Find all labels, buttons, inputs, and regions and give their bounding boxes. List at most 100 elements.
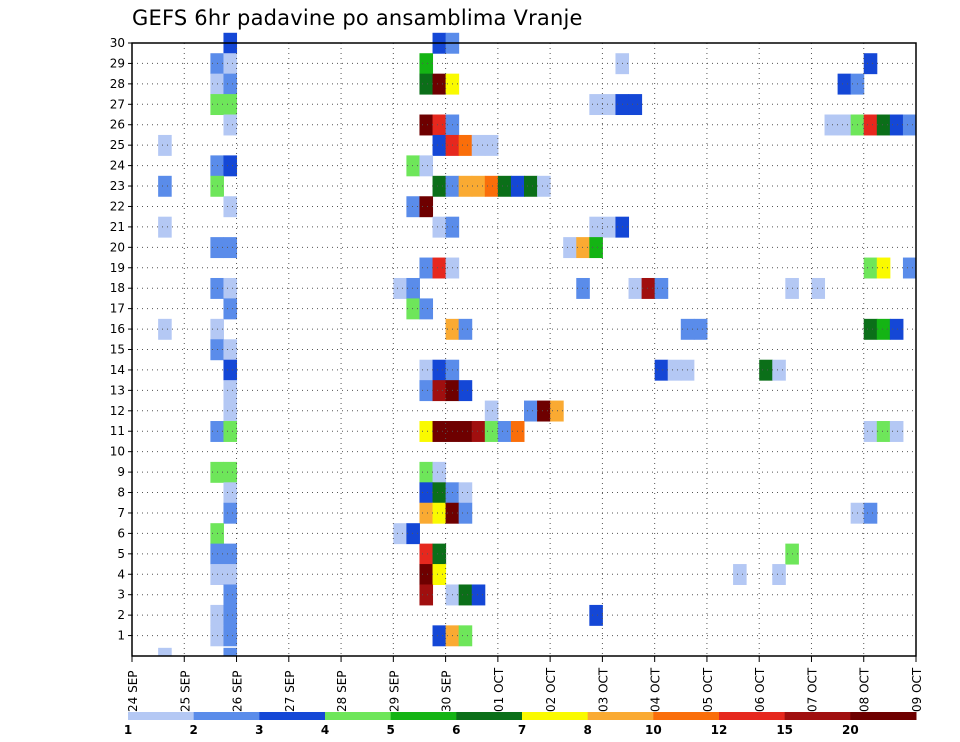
cell-member-25-step-2 (158, 134, 172, 156)
cell-member-28-step-23 (432, 73, 447, 95)
cell-member-19-step-22 (419, 257, 434, 279)
cell-member-20-step-33 (563, 237, 577, 259)
cell-member-26-step-22 (419, 114, 434, 136)
y-tick-label: 15 (110, 343, 125, 357)
cell-member-16-step-58 (889, 318, 904, 340)
cell-member-23-step-2 (158, 175, 172, 197)
colorbar-label: 12 (711, 723, 728, 737)
cell-member-26-step-58 (889, 114, 904, 136)
x-tick-label: 01 OCT (492, 667, 506, 712)
cell-member-27-step-36 (602, 94, 616, 116)
cell-member-21-step-23 (432, 216, 447, 238)
y-tick-label: 23 (110, 179, 125, 193)
y-tick-label: 24 (110, 159, 125, 173)
cell-member-16-step-43 (693, 318, 708, 340)
x-tick-label: 25 SEP (178, 670, 192, 712)
cell-member-14-step-7 (223, 359, 238, 381)
cell-member-3-step-26 (471, 584, 486, 606)
cell-member-23-step-23 (432, 175, 447, 197)
colorbar-label: 5 (386, 723, 394, 737)
cell-member-4-step-22 (419, 564, 434, 585)
cell-member-16-step-57 (876, 318, 891, 340)
y-tick-label: 2 (117, 608, 125, 622)
y-tick-label: 6 (117, 526, 125, 540)
cell-member-0.6-step-2 (158, 647, 172, 657)
colorbar-swatch (193, 712, 260, 720)
cell-member-18-step-38 (628, 277, 643, 299)
colorbar-label: 7 (518, 723, 526, 737)
cell-member-14-step-41 (667, 359, 682, 381)
cell-member-29-step-56 (863, 53, 878, 75)
colorbar-label: 8 (583, 723, 591, 737)
y-tick-label: 19 (110, 261, 125, 275)
cell-member-27-step-38 (628, 94, 643, 116)
y-tick-label: 29 (110, 56, 125, 70)
cell-member-6-step-21 (406, 523, 420, 545)
cell-member-22-step-7 (223, 196, 238, 218)
colorbar-label: 6 (452, 723, 460, 737)
colorbar-swatch (587, 712, 654, 720)
cell-member-7-step-7 (223, 502, 238, 524)
colorbar-label: 2 (189, 723, 197, 737)
cell-member-5-step-22 (419, 543, 434, 565)
x-tick-label: 02 OCT (544, 667, 558, 712)
y-tick-label: 18 (110, 281, 125, 295)
colorbar-swatch (719, 712, 786, 720)
cell-member-23-step-27 (484, 175, 499, 197)
cell-member-14-step-23 (432, 359, 447, 381)
cell-member-14-step-40 (654, 359, 669, 381)
cell-member-11-step-27 (484, 421, 499, 442)
cell-member-12-step-30 (524, 400, 538, 422)
cell-member-11-step-56 (863, 421, 878, 442)
cell-member-7-step-25 (458, 502, 473, 524)
cell-member-11-step-7 (223, 421, 238, 442)
cell-member-3-step-22 (419, 584, 434, 606)
cell-member-2-step-7 (223, 604, 238, 626)
cell-member-18-step-40 (654, 277, 669, 299)
cell-member-11-step-26 (471, 421, 486, 442)
colorbar-swatch (850, 712, 917, 720)
colorbar-swatch (325, 712, 392, 720)
y-tick-label: 5 (117, 547, 125, 561)
y-tick-label: 27 (110, 97, 125, 111)
x-tick-label: 26 SEP (231, 670, 245, 712)
cell-member-13-step-23 (432, 380, 447, 402)
cell-member-16-step-25 (458, 318, 473, 340)
cell-member-14-step-48 (759, 359, 773, 381)
y-tick-label: 13 (110, 383, 125, 397)
y-tick-label: 9 (117, 465, 125, 479)
y-tick-label: 14 (110, 363, 125, 377)
x-tick-label: 04 OCT (649, 667, 663, 712)
cell-member-18-step-21 (406, 277, 420, 299)
x-tick-label: 06 OCT (753, 667, 767, 712)
colorbar-label: 20 (842, 723, 859, 737)
cell-member-3-step-7 (223, 584, 238, 606)
cell-member-16-step-56 (863, 318, 878, 340)
cell-member-29-step-7 (223, 53, 238, 75)
cell-member-23-step-28 (497, 175, 512, 197)
cell-member-19-step-56 (863, 257, 878, 279)
y-tick-label: 17 (110, 302, 125, 316)
cell-member-11-step-58 (889, 421, 904, 442)
cell-member-28-step-54 (837, 73, 852, 95)
cell-member-25-step-23 (432, 134, 447, 156)
cell-member-18-step-20 (393, 277, 407, 299)
cell-member-18-step-34 (576, 277, 590, 299)
cell-member-8-step-23 (432, 482, 447, 504)
y-tick-label: 10 (110, 445, 125, 459)
y-tick-label: 11 (110, 424, 125, 438)
colorbar-swatch (456, 712, 523, 720)
cell-member-4-step-49 (772, 564, 786, 585)
cell-member-12-step-27 (484, 400, 499, 422)
cell-member-11-step-57 (876, 421, 891, 442)
cell-member-20-step-7 (223, 237, 238, 259)
cell-member-22-step-22 (419, 196, 434, 218)
y-axis: 1234567891011121314151617181920212223242… (110, 36, 132, 643)
colorbar-swatch (522, 712, 589, 720)
cell-member-17-step-7 (223, 298, 238, 320)
cell-member-26-step-59 (902, 114, 917, 136)
cell-member-9-step-7 (223, 461, 238, 483)
cell-member-8-step-25 (458, 482, 473, 504)
cell-member-23-step-26 (471, 175, 486, 197)
x-tick-label: 24 SEP (126, 670, 140, 712)
